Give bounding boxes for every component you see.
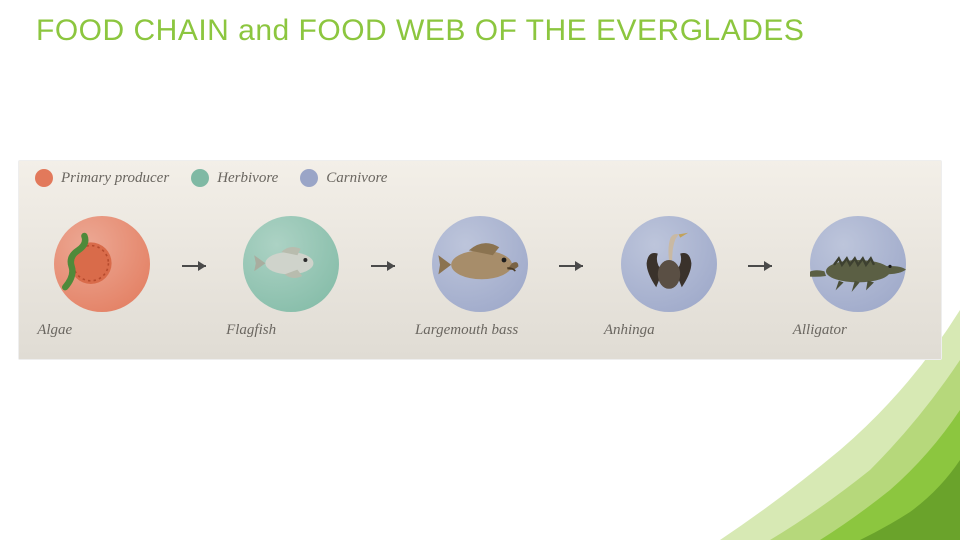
chain-node-anhinga: Anhinga (594, 216, 744, 339)
trophic-color-circle (621, 216, 717, 312)
chain-node-label: Anhinga (594, 322, 744, 339)
flagfish-icon (243, 219, 339, 309)
legend-swatch (35, 169, 53, 187)
chain-node-label: Alligator (783, 322, 933, 339)
chain-arrow-icon (559, 260, 589, 272)
legend: Primary producer Herbivore Carnivore (35, 169, 387, 187)
chain-node-label: Largemouth bass (405, 322, 555, 339)
chain-node-bass: Largemouth bass (405, 216, 555, 339)
legend-item: Carnivore (300, 169, 387, 187)
page-title: FOOD CHAIN and FOOD WEB OF THE EVERGLADE… (36, 12, 804, 50)
trophic-color-circle (432, 216, 528, 312)
food-chain-figure: Primary producer Herbivore Carnivore Algae… (18, 160, 942, 360)
chain-arrow-icon (748, 260, 778, 272)
chain-node-label: Flagfish (216, 322, 366, 339)
legend-swatch (191, 169, 209, 187)
bass-icon (432, 219, 528, 309)
anhinga-icon (621, 219, 717, 309)
trophic-color-circle (54, 216, 150, 312)
trophic-color-circle (243, 216, 339, 312)
chain-arrow-icon (371, 260, 401, 272)
chain-arrow-icon (182, 260, 212, 272)
chain-node-label: Algae (27, 322, 177, 339)
legend-label: Herbivore (217, 170, 278, 187)
algae-icon (54, 219, 150, 309)
legend-label: Carnivore (326, 170, 387, 187)
chain-node-alligator: Alligator (783, 216, 933, 339)
chain-node-algae: Algae (27, 216, 177, 339)
alligator-icon (810, 219, 906, 309)
legend-item: Herbivore (191, 169, 278, 187)
legend-label: Primary producer (61, 170, 169, 187)
trophic-color-circle (810, 216, 906, 312)
legend-item: Primary producer (35, 169, 169, 187)
food-chain: Algae Flagfish Largemouth bass Anhinga Allig… (19, 197, 941, 357)
chain-node-flagfish: Flagfish (216, 216, 366, 339)
legend-swatch (300, 169, 318, 187)
